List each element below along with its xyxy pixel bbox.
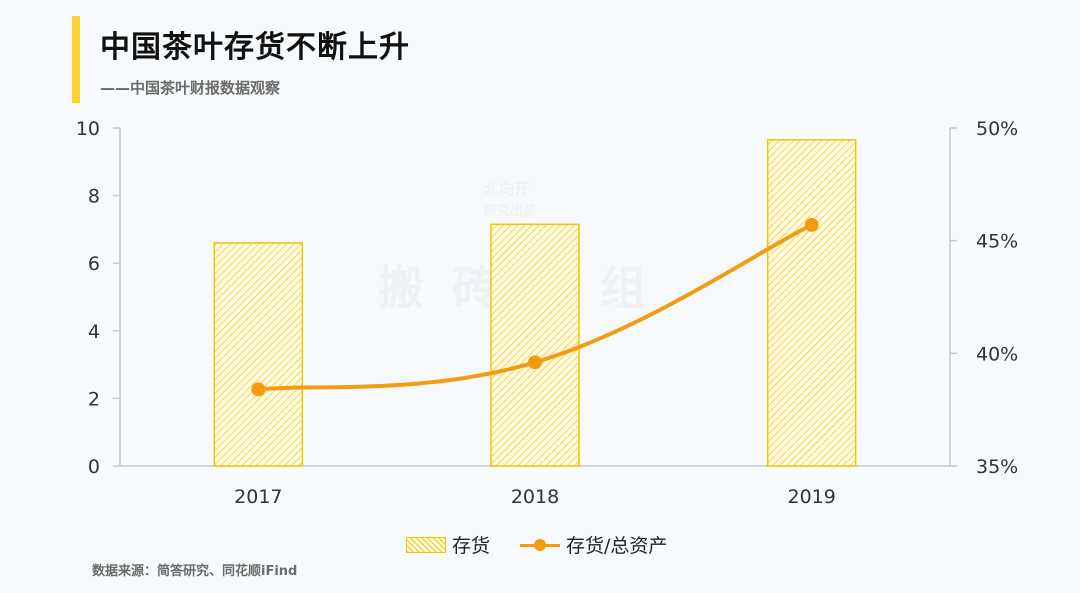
y2-tick-label: 35% — [976, 456, 1018, 478]
legend-line-swatch — [520, 537, 561, 553]
ratio-point-2019 — [804, 217, 819, 232]
page-subtitle: ——中国茶叶财报数据观察 — [100, 79, 281, 97]
page-title: 中国茶叶存货不断上升 — [100, 30, 410, 65]
y-tick-label: 0 — [88, 456, 100, 478]
legend-bar-swatch — [406, 536, 446, 553]
chart-legend: 存货 存货/总资产 — [406, 531, 667, 558]
x-tick-label: 2019 — [787, 486, 835, 508]
watermark-line2: 研究出品 — [484, 204, 537, 219]
y-tick-label: 10 — [76, 118, 100, 140]
y-tick-label: 2 — [88, 388, 100, 410]
x-tick-label: 2018 — [511, 486, 559, 508]
data-source-note: 数据来源：简答研究、同花顺iFind — [92, 564, 298, 579]
bar-2017 — [213, 242, 304, 467]
bar-2018 — [490, 223, 580, 467]
y2-tick-label: 40% — [976, 343, 1018, 365]
y-tick-label: 4 — [88, 321, 100, 343]
y-tick-label: 8 — [88, 186, 100, 208]
legend-line-label: 存货/总资产 — [566, 535, 668, 557]
line-series — [251, 217, 819, 397]
bar-series — [213, 139, 857, 467]
bar-2019 — [766, 139, 857, 467]
watermark-line1: 北向开 — [484, 180, 530, 198]
y-tick-label: 6 — [88, 253, 100, 275]
tick-labels: 0 2 4 6 8 10 35% 40% 45% 50% 2017 2018 2019 — [76, 118, 1018, 508]
y2-tick-label: 45% — [976, 231, 1018, 253]
ratio-point-2018 — [528, 355, 542, 370]
x-tick-label: 2017 — [234, 486, 282, 508]
legend-bar-label: 存货 — [452, 535, 491, 557]
ratio-point-2017 — [251, 382, 266, 397]
y2-tick-label: 50% — [976, 118, 1018, 140]
title-accent-bar — [72, 16, 80, 103]
